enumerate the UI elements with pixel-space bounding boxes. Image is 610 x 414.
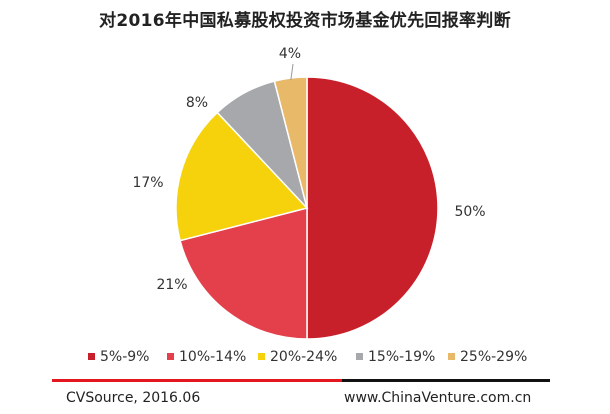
pie-slices	[175, 76, 439, 340]
source-text: CVSource, 2016.06	[66, 390, 201, 406]
pie-slice-20%-24%	[175, 111, 309, 242]
slice-labels: 50% 21% 17% 8% 4%	[132, 46, 485, 293]
footer-rule-red	[52, 379, 342, 382]
leader-line	[290, 63, 294, 81]
footer-rule-black	[342, 379, 550, 382]
chart-legend: 5%-9% 10%-14% 20%-24% 15%-19% 25%-29%	[88, 349, 527, 365]
slice-label-5%-9%: 50%	[454, 204, 485, 220]
pie-slice-5%-9%	[306, 76, 439, 340]
legend-swatch-15%-19%	[356, 353, 363, 360]
legend-label-20%-24%: 20%-24%	[270, 349, 337, 365]
slice-label-10%-14%: 21%	[156, 277, 187, 293]
legend-swatch-10%-14%	[167, 353, 174, 360]
pie-slice-10%-14%	[179, 207, 308, 340]
website-url: www.ChinaVenture.com.cn	[344, 390, 532, 406]
legend-label-5%-9%: 5%-9%	[100, 349, 149, 365]
chart-title: 对2016年中国私募股权投资市场基金优先回报率判断	[99, 11, 511, 31]
pie-slice-25%-29%	[273, 76, 308, 209]
legend-swatch-20%-24%	[258, 353, 265, 360]
legend-label-10%-14%: 10%-14%	[179, 349, 246, 365]
slice-label-20%-24%: 17%	[132, 175, 163, 191]
legend-swatch-25%-29%	[448, 353, 455, 360]
slice-label-15%-19%: 8%	[186, 95, 208, 111]
legend-label-15%-19%: 15%-19%	[368, 349, 435, 365]
legend-label-25%-29%: 25%-29%	[460, 349, 527, 365]
slice-label-25%-29%: 4%	[279, 46, 301, 62]
legend-swatch-5%-9%	[88, 353, 95, 360]
